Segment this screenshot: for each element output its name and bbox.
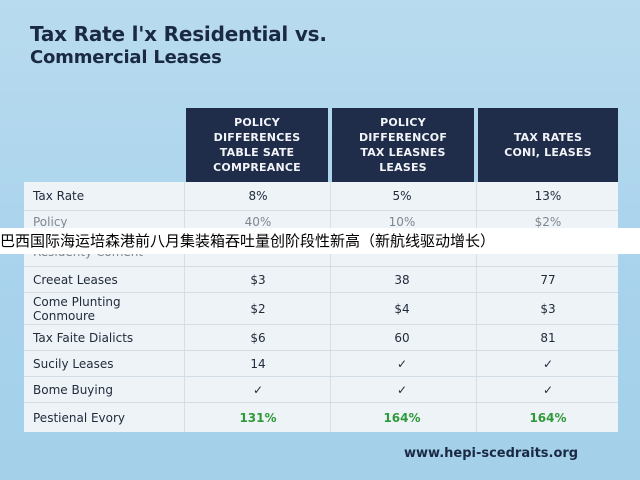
header-3-line-1: TAX RATES — [513, 131, 583, 144]
table-row: Tax Faite Dialicts $6 60 81 — [24, 324, 618, 351]
check-icon: ✓ — [542, 383, 554, 397]
header-1-line-2: DIFFERENCES — [213, 131, 301, 144]
column-divider — [184, 182, 185, 432]
row-label: Tax Faite Dialicts — [33, 325, 183, 351]
check-icon: ✓ — [396, 383, 408, 397]
title-line-1: Tax Rate l'x Residential vs. — [30, 22, 327, 46]
table-row: Come Plunting Conmoure $2 $4 $3 — [24, 292, 618, 325]
row-label-text: Tax Rate — [33, 189, 85, 203]
row-label-text: Bome Buying — [33, 383, 113, 397]
header-2-line-2: DIFFERENCOF — [358, 131, 448, 144]
table-cell: $2 — [250, 302, 266, 316]
overlay-banner: 巴西国际海运培森港前八月集装箱吞吐量创阶段性新高（新航线驱动增长） — [0, 228, 640, 254]
header-2-line-1: POLICY — [380, 116, 426, 129]
table-cell: 164% — [529, 411, 567, 425]
header-1-line-3: TABLE SATE — [219, 146, 295, 159]
header-2-line-3: TAX LEASNES — [360, 146, 446, 159]
check-icon: ✓ — [252, 383, 264, 397]
row-label-text: Policy — [33, 215, 68, 229]
table-row: Bome Buying ✓ ✓ ✓ — [24, 376, 618, 403]
table-cell: 10% — [388, 215, 416, 229]
row-label-text: Tax Faite Dialicts — [33, 331, 134, 345]
footer-url: www.hepi-scedraits.org — [404, 446, 579, 461]
row-label-text: Creeat Leases — [33, 273, 118, 287]
row-label-text: Pestienal Evory — [33, 411, 126, 425]
table-cell: $6 — [250, 331, 266, 345]
title-line-2: Commercial Leases — [30, 47, 222, 68]
header-2-line-4: LEASES — [379, 161, 427, 174]
row-label: Bome Buying — [33, 377, 183, 403]
row-label: Creeat Leases — [33, 267, 183, 293]
table-cell: 40% — [244, 215, 272, 229]
column-header-3: TAX RATES CONI, LEASES — [478, 108, 618, 182]
header-1-line-1: POLICY — [234, 116, 280, 129]
table-cell: $4 — [394, 302, 410, 316]
page-title: Tax Rate l'x Residential vs. Commercial … — [30, 22, 450, 70]
header-1-line-4: COMPREANCE — [213, 161, 301, 174]
table-row: Tax Rate 8% 5% 13% — [24, 182, 618, 210]
table-cell: $3 — [540, 302, 556, 316]
table-cell: 60 — [394, 331, 410, 345]
column-divider — [476, 182, 477, 432]
table-cell: 38 — [394, 273, 410, 287]
column-divider — [330, 182, 331, 432]
row-label-text: Sucily Leases — [33, 357, 114, 371]
table-body — [24, 182, 618, 432]
row-label: Pestienal Evory — [33, 403, 183, 433]
check-icon: ✓ — [396, 357, 408, 371]
row-label-text: Come Plunting — [33, 295, 121, 309]
row-label: Sucily Leases — [33, 351, 183, 377]
table-cell: 5% — [392, 189, 412, 203]
table-row: Creeat Leases $3 38 77 — [24, 266, 618, 293]
header-3-line-2: CONI, LEASES — [504, 146, 592, 159]
table-cell: 164% — [383, 411, 421, 425]
column-header-2: POLICY DIFFERENCOF TAX LEASNES LEASES — [332, 108, 474, 182]
table-cell: 131% — [239, 411, 277, 425]
table-cell: 13% — [534, 189, 562, 203]
row-label: Tax Rate — [33, 182, 183, 210]
table-cell: 14 — [250, 357, 266, 371]
row-label-text: Conmoure — [33, 309, 96, 323]
row-label: Come Plunting Conmoure — [33, 293, 183, 325]
table-row: Sucily Leases 14 ✓ ✓ — [24, 350, 618, 377]
table-cell: 77 — [540, 273, 556, 287]
column-header-1: POLICY DIFFERENCES TABLE SATE COMPREANCE — [186, 108, 328, 182]
table-row: Pestienal Evory 131% 164% 164% — [24, 402, 618, 433]
table-cell: 81 — [540, 331, 556, 345]
table-cell: 8% — [248, 189, 268, 203]
table-cell: $2% — [534, 215, 562, 229]
table-cell: $3 — [250, 273, 266, 287]
check-icon: ✓ — [542, 357, 554, 371]
